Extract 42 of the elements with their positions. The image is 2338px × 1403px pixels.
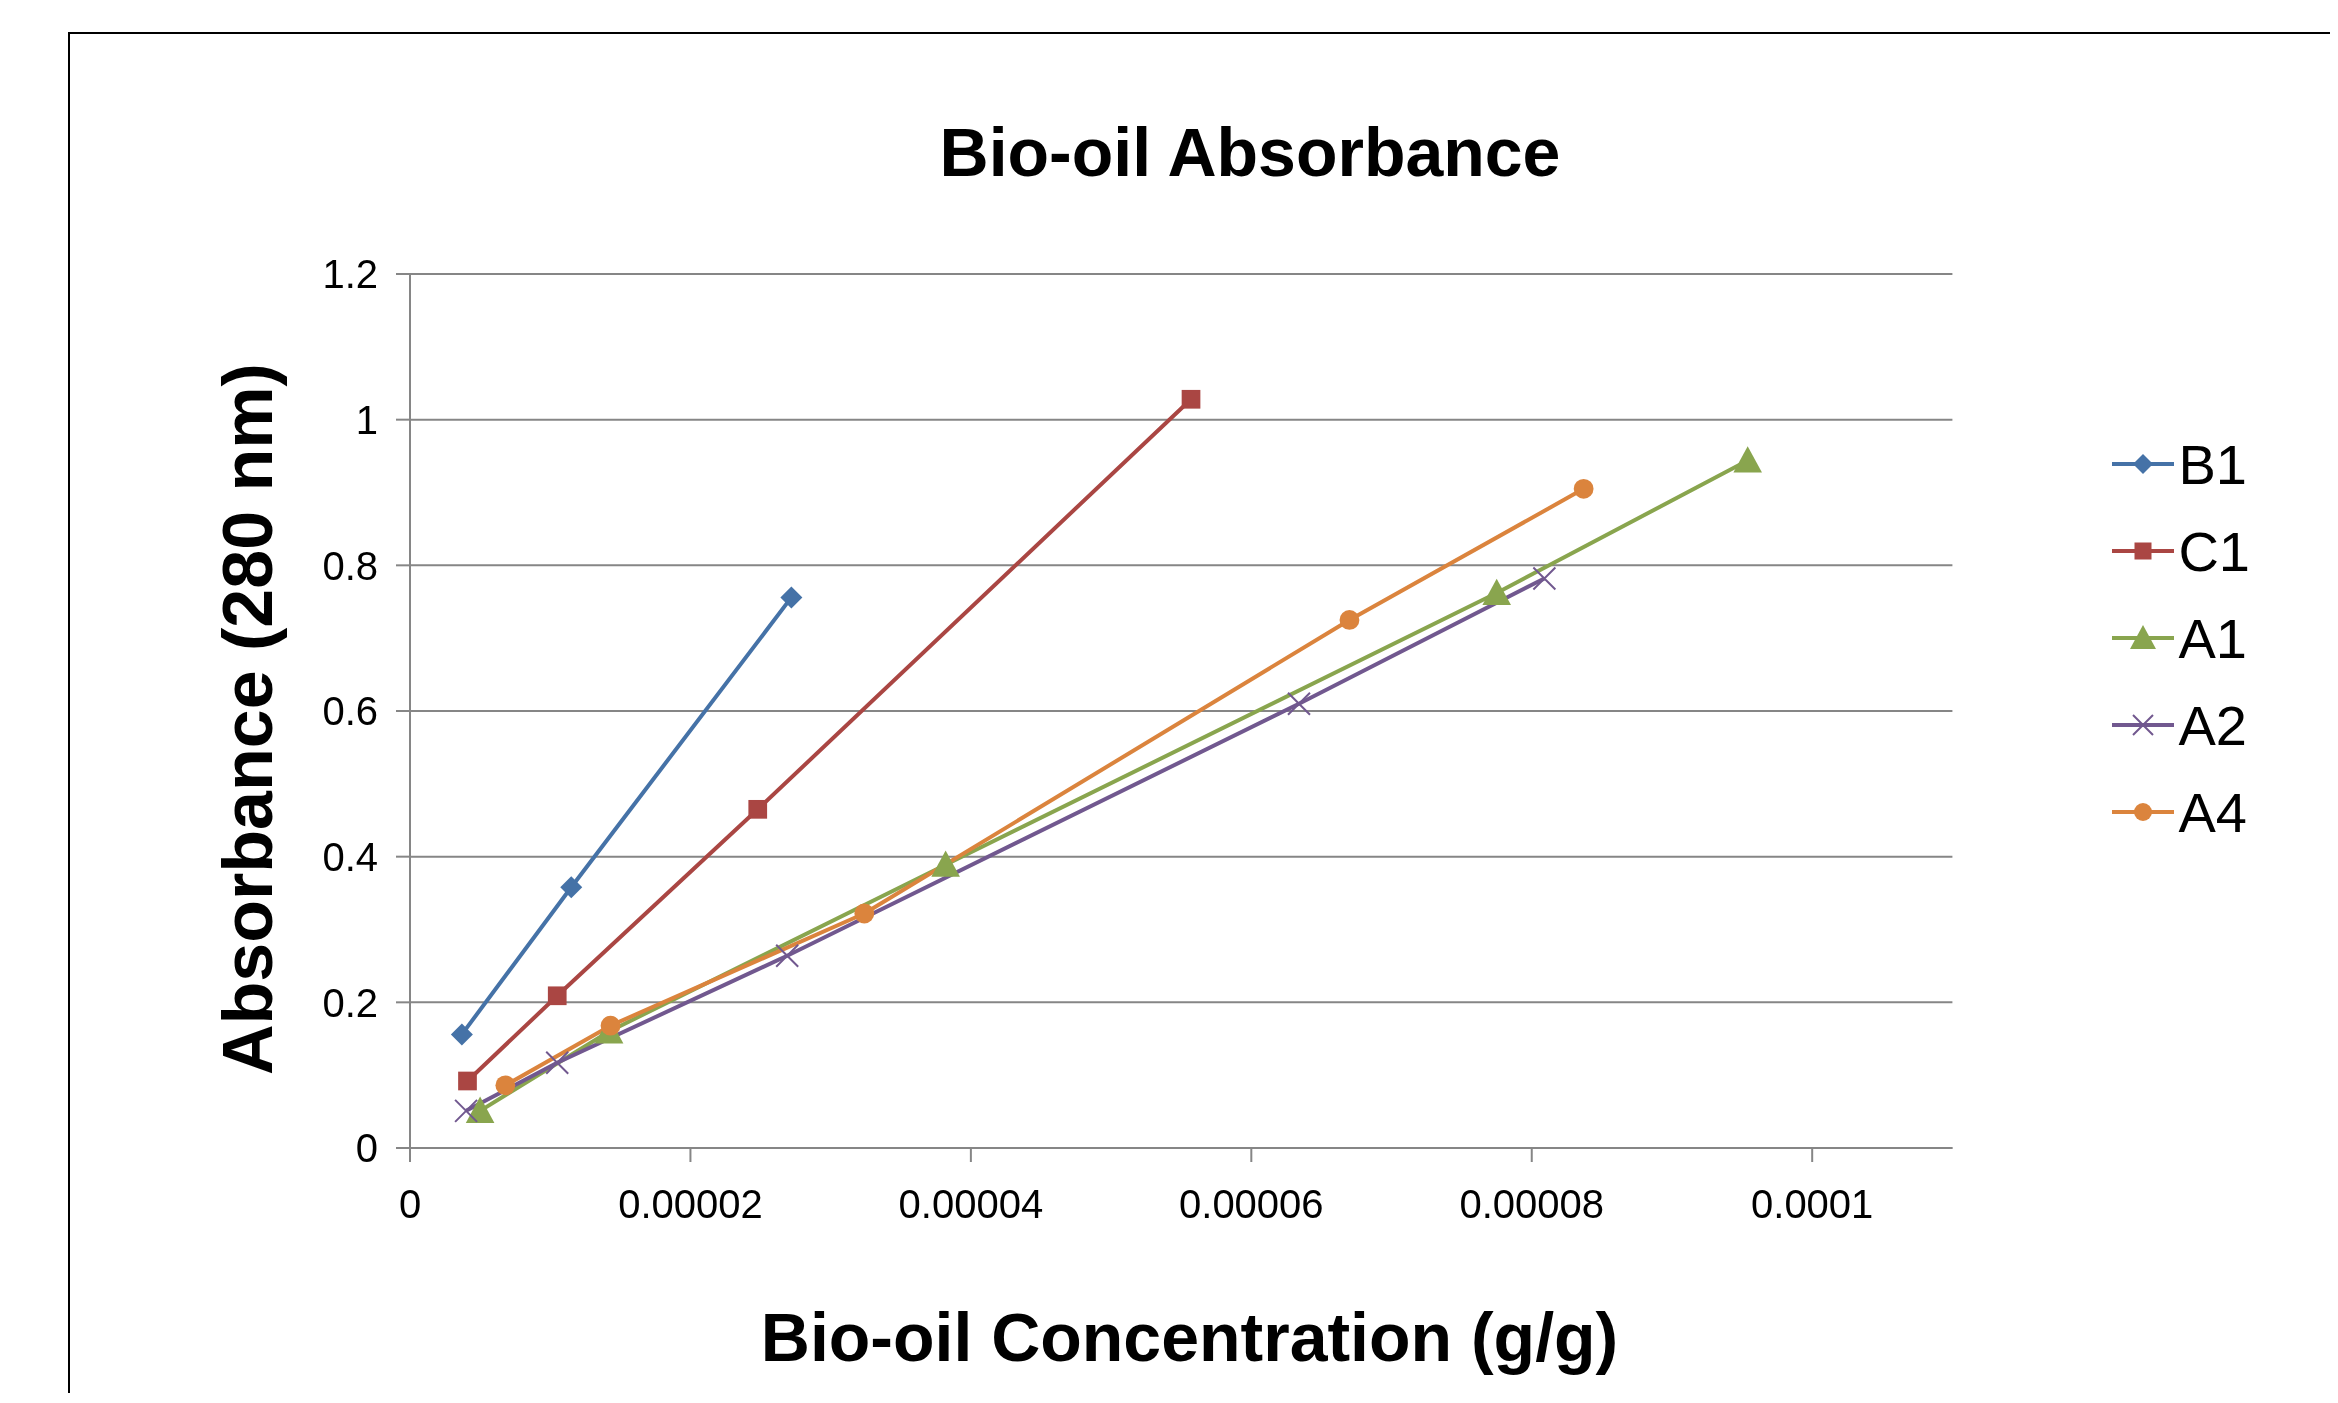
y-tick-label: 0.8 (322, 543, 378, 588)
x-tick-label: 0.00002 (618, 1182, 763, 1227)
point (547, 986, 567, 1006)
point (1339, 610, 1360, 630)
point (775, 943, 800, 968)
legend-label: A4 (2178, 779, 2247, 845)
point (600, 1015, 621, 1036)
point (931, 850, 960, 877)
point (465, 1096, 495, 1123)
point (1181, 389, 1201, 409)
point (780, 586, 803, 609)
x-tick-label: 0.00008 (1459, 1182, 1605, 1227)
point (854, 903, 875, 924)
chart-title: Bio-oil Absorbance (938, 113, 1562, 191)
x-axis-title: Bio-oil Concentration (g/g) (759, 1298, 1620, 1376)
x-tick-label: 0.00006 (1179, 1182, 1324, 1227)
y-tick-label: 1.2 (322, 252, 378, 297)
point (1532, 566, 1557, 591)
legend-label: C1 (2178, 518, 2250, 584)
point (454, 1098, 479, 1123)
x-tick-label: 0.00004 (898, 1182, 1044, 1227)
point (495, 1075, 516, 1096)
x-tick-label: 0 (398, 1182, 422, 1227)
point (1482, 578, 1511, 606)
legend-label: A2 (2178, 692, 2247, 758)
point (450, 1023, 473, 1046)
x-tick-label: 0.0001 (1751, 1182, 1874, 1227)
point (748, 799, 768, 819)
point (1286, 691, 1311, 716)
y-tick-label: 0.6 (322, 689, 378, 734)
y-tick-label: 0.2 (322, 980, 378, 1025)
y-tick-label: 1 (355, 397, 378, 442)
point (1733, 446, 1762, 473)
point (560, 876, 583, 899)
point (458, 1071, 477, 1091)
point (1573, 478, 1594, 499)
legend-label: A1 (2178, 605, 2247, 671)
y-tick-label: 0 (355, 1126, 378, 1171)
legend-label: B1 (2178, 431, 2247, 497)
point (545, 1050, 570, 1075)
y-tick-label: 0.4 (322, 834, 378, 879)
y-axis-title: Absorbance (280 nm) (208, 363, 288, 1075)
